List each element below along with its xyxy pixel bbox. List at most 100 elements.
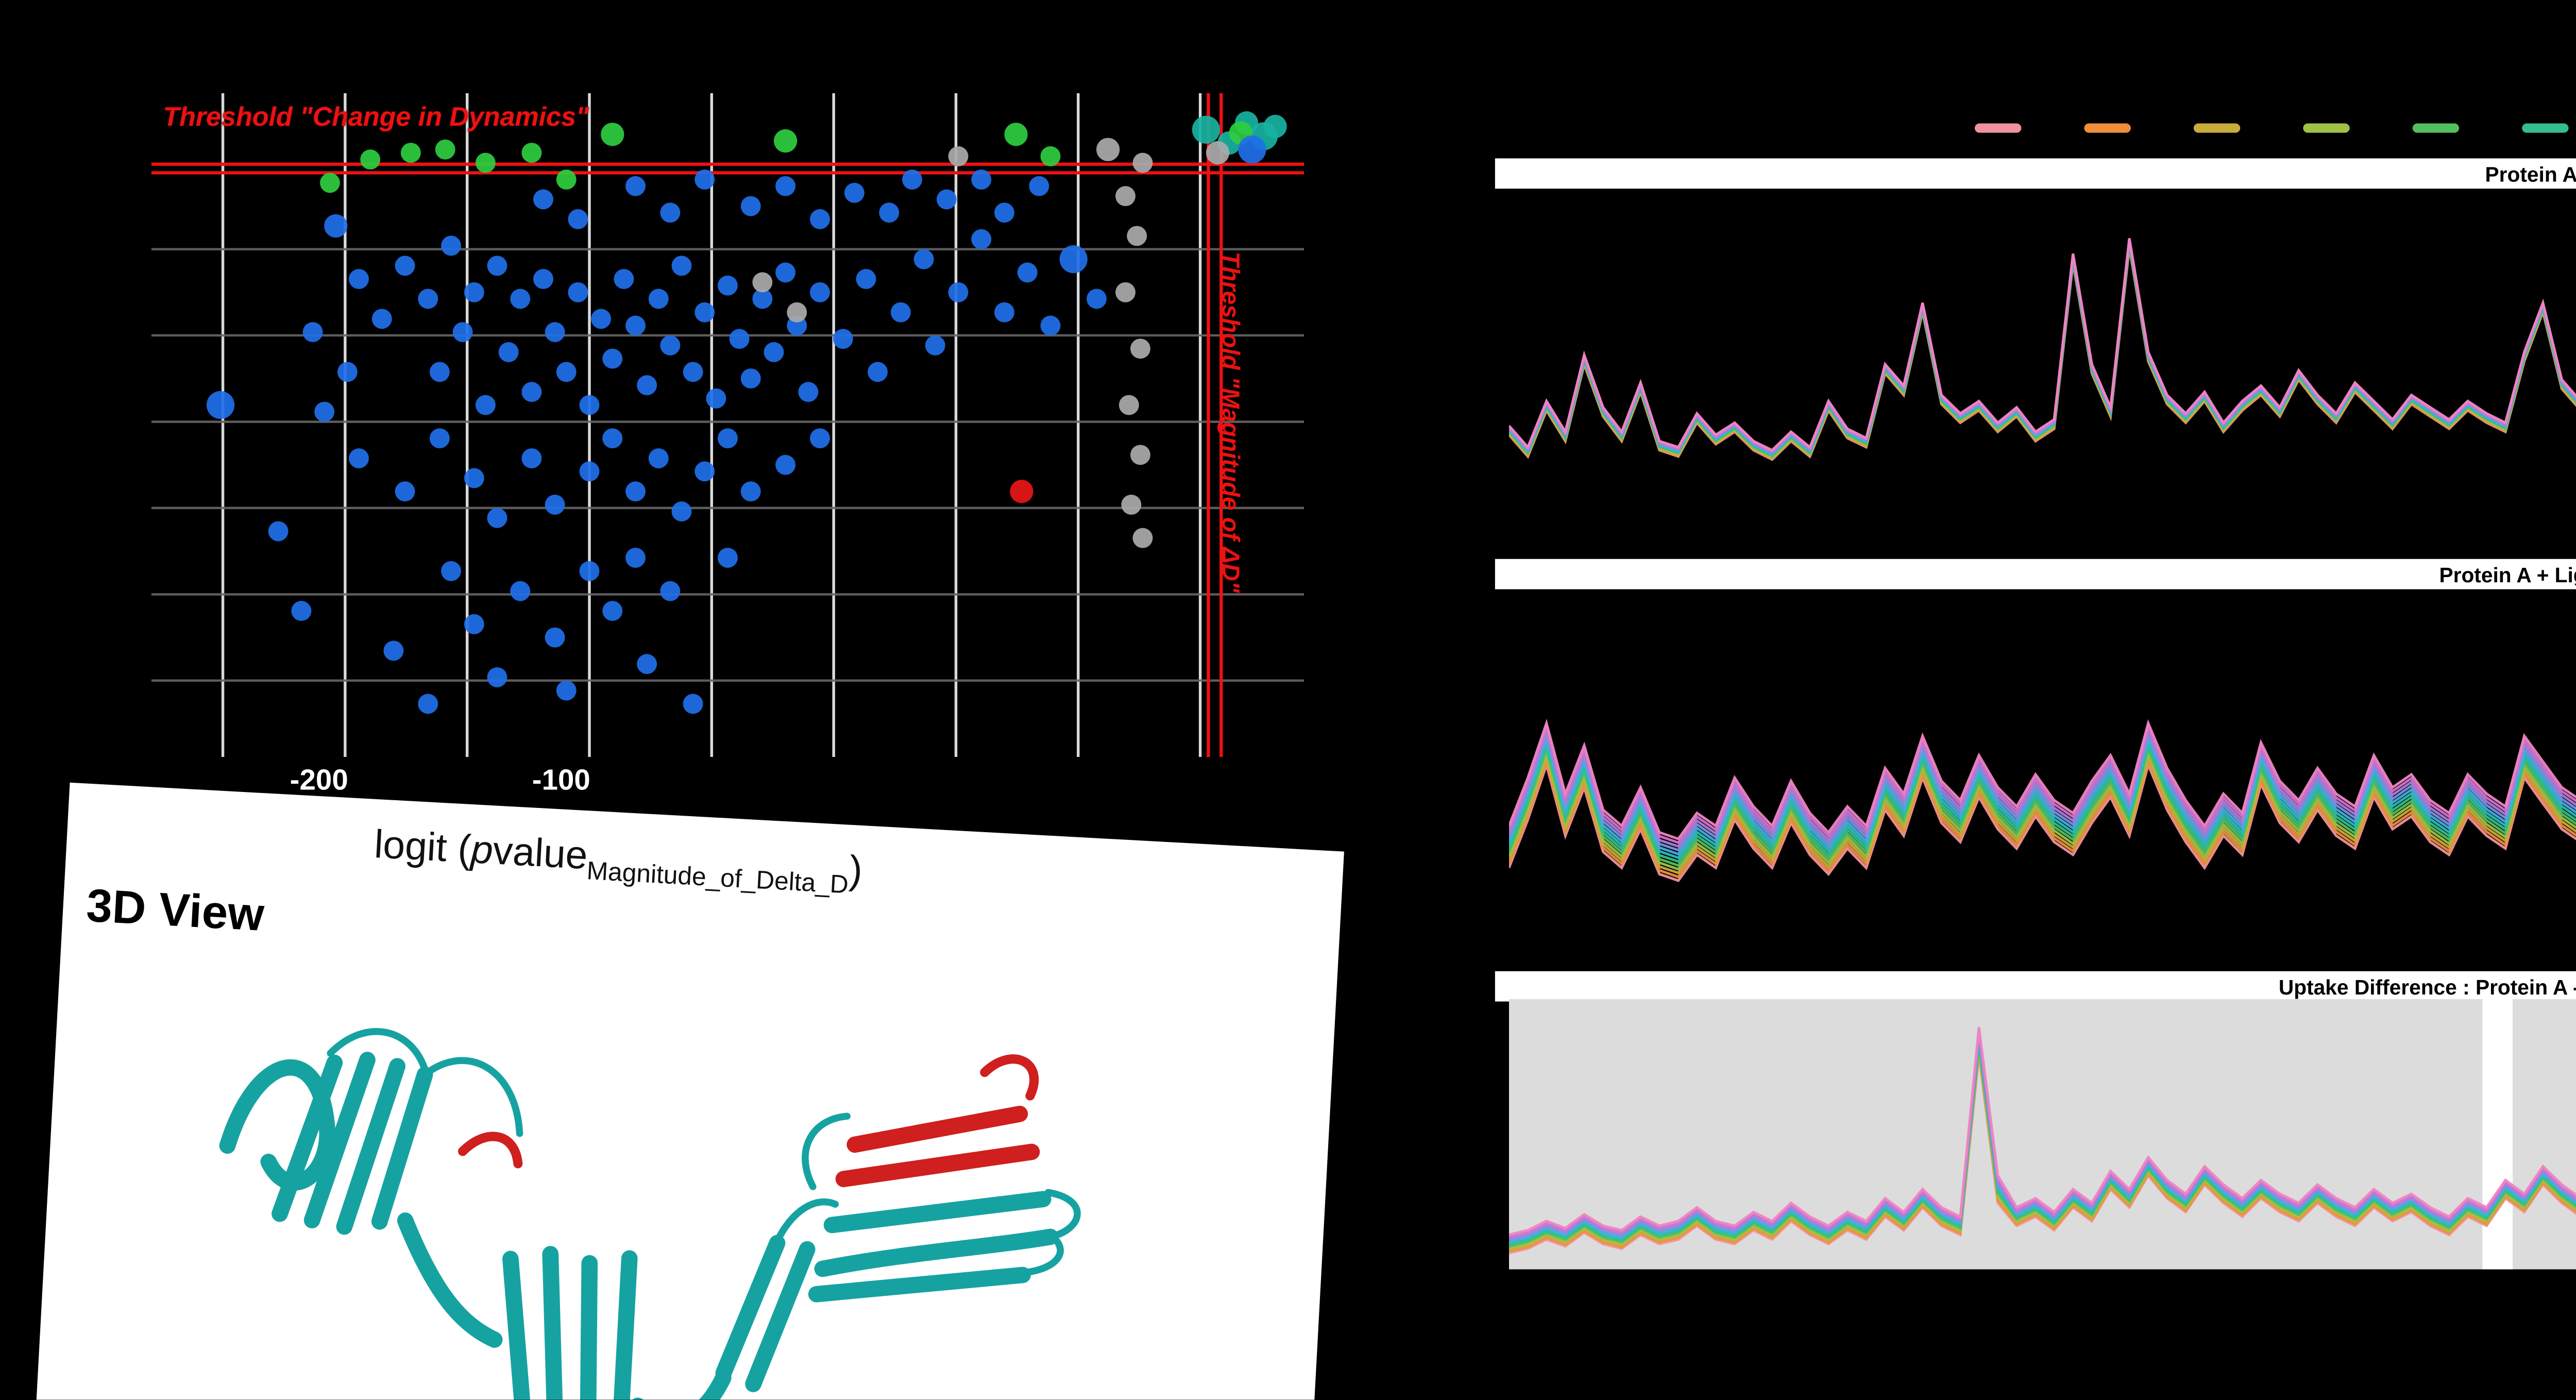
scatter-point[interactable] — [1130, 445, 1150, 465]
legend-dash[interactable] — [2303, 123, 2350, 133]
scatter-point[interactable] — [1206, 141, 1230, 165]
scatter-point[interactable] — [383, 640, 404, 661]
scatter-point[interactable] — [752, 272, 773, 293]
scatter-point[interactable] — [694, 302, 715, 323]
scatter-point[interactable] — [602, 428, 623, 449]
uptake-difference-chart[interactable] — [1509, 999, 2576, 1269]
scatter-point[interactable] — [418, 694, 438, 714]
scatter-point[interactable] — [637, 654, 657, 674]
scatter-point[interactable] — [890, 302, 911, 323]
uptake-chart-protein-a-ligand[interactable] — [1509, 592, 2576, 955]
scatter-point[interactable] — [429, 362, 450, 382]
scatter-point[interactable] — [395, 481, 415, 502]
scatter-point[interactable] — [601, 123, 624, 146]
scatter-point[interactable] — [729, 329, 750, 349]
scatter-point[interactable] — [533, 269, 553, 289]
scatter-point[interactable] — [320, 173, 340, 193]
scatter-point[interactable] — [545, 495, 565, 515]
scatter-point[interactable] — [591, 309, 612, 329]
scatter-point[interactable] — [1096, 138, 1120, 161]
scatter-point[interactable] — [521, 382, 542, 402]
scatter-point[interactable] — [568, 282, 588, 302]
scatter-point[interactable] — [579, 561, 600, 581]
scatter-point[interactable] — [510, 289, 531, 309]
scatter-point[interactable] — [902, 170, 922, 190]
scatter-point[interactable] — [694, 170, 715, 190]
scatter-point[interactable] — [683, 694, 703, 714]
scatter-point[interactable] — [683, 362, 703, 382]
scatter-point[interactable] — [879, 203, 900, 223]
3d-view-window[interactable]: logit (pvalueMagnitude_of_Delta_D) 3D Vi… — [30, 782, 1344, 1400]
scatter-point[interactable] — [740, 368, 761, 389]
scatter-point[interactable] — [579, 395, 600, 415]
scatter-point[interactable] — [773, 129, 798, 153]
scatter-point[interactable] — [706, 388, 726, 409]
scatter-point[interactable] — [637, 375, 657, 396]
scatter-point[interactable] — [625, 315, 646, 336]
scatter-point[interactable] — [1010, 480, 1033, 503]
scatter-point[interactable] — [475, 153, 496, 173]
scatter-point[interactable] — [349, 448, 369, 468]
scatter-point[interactable] — [1004, 123, 1028, 146]
scatter-point[interactable] — [718, 428, 738, 449]
scatter-point[interactable] — [625, 548, 646, 568]
scatter-point[interactable] — [487, 508, 507, 528]
scatter-point[interactable] — [1115, 186, 1136, 207]
scatter-point[interactable] — [452, 322, 473, 342]
scatter-point[interactable] — [1238, 136, 1266, 164]
scatter-point[interactable] — [1118, 395, 1139, 415]
scatter-point[interactable] — [556, 170, 577, 190]
scatter-point[interactable] — [948, 282, 969, 302]
scatter-point[interactable] — [810, 428, 830, 449]
scatter-point[interactable] — [925, 335, 945, 356]
scatter-point[interactable] — [844, 182, 865, 203]
scatter-point[interactable] — [545, 627, 565, 648]
scatter-point[interactable] — [936, 189, 957, 210]
scatter-point[interactable] — [602, 348, 623, 369]
scatter-point[interactable] — [752, 289, 773, 309]
scatter-point[interactable] — [1132, 153, 1153, 173]
scatter-point[interactable] — [671, 256, 692, 276]
scatter-point[interactable] — [371, 309, 392, 329]
scatter-point[interactable] — [568, 209, 588, 229]
scatter-point[interactable] — [464, 468, 484, 488]
scatter-point[interactable] — [775, 262, 796, 283]
scatter-point[interactable] — [660, 335, 681, 356]
scatter-point[interactable] — [1029, 176, 1049, 196]
scatter-point[interactable] — [648, 448, 669, 468]
scatter-point[interactable] — [475, 395, 496, 415]
scatter-point[interactable] — [579, 461, 600, 482]
legend-dash[interactable] — [2193, 123, 2241, 133]
scatter-point[interactable] — [435, 139, 455, 160]
scatter-point[interactable] — [487, 256, 507, 276]
scatter-point[interactable] — [648, 289, 669, 309]
volcano-scatter-plot[interactable] — [151, 93, 1304, 757]
scatter-point[interactable] — [206, 391, 235, 419]
legend-dash[interactable] — [2522, 123, 2569, 133]
scatter-point[interactable] — [395, 256, 415, 276]
scatter-point[interactable] — [625, 481, 646, 502]
scatter-point[interactable] — [302, 322, 323, 342]
scatter-point[interactable] — [314, 401, 335, 422]
scatter-point[interactable] — [1192, 115, 1221, 144]
scatter-point[interactable] — [868, 362, 888, 382]
scatter-point[interactable] — [464, 614, 484, 634]
scatter-point[interactable] — [694, 461, 715, 482]
scatter-point[interactable] — [556, 680, 577, 701]
scatter-point[interactable] — [671, 501, 692, 522]
scatter-point[interactable] — [521, 143, 542, 163]
scatter-point[interactable] — [521, 448, 542, 468]
scatter-point[interactable] — [787, 302, 807, 323]
scatter-point[interactable] — [994, 203, 1014, 223]
scatter-point[interactable] — [337, 362, 358, 382]
scatter-point[interactable] — [464, 282, 484, 302]
scatter-point[interactable] — [441, 561, 461, 581]
scatter-point[interactable] — [498, 342, 519, 362]
scatter-point[interactable] — [625, 176, 646, 196]
scatter-point[interactable] — [1115, 282, 1136, 302]
scatter-point[interactable] — [1087, 289, 1107, 309]
scatter-point[interactable] — [971, 170, 992, 190]
scatter-point[interactable] — [1127, 226, 1147, 246]
scatter-point[interactable] — [856, 269, 876, 289]
scatter-point[interactable] — [740, 481, 761, 502]
